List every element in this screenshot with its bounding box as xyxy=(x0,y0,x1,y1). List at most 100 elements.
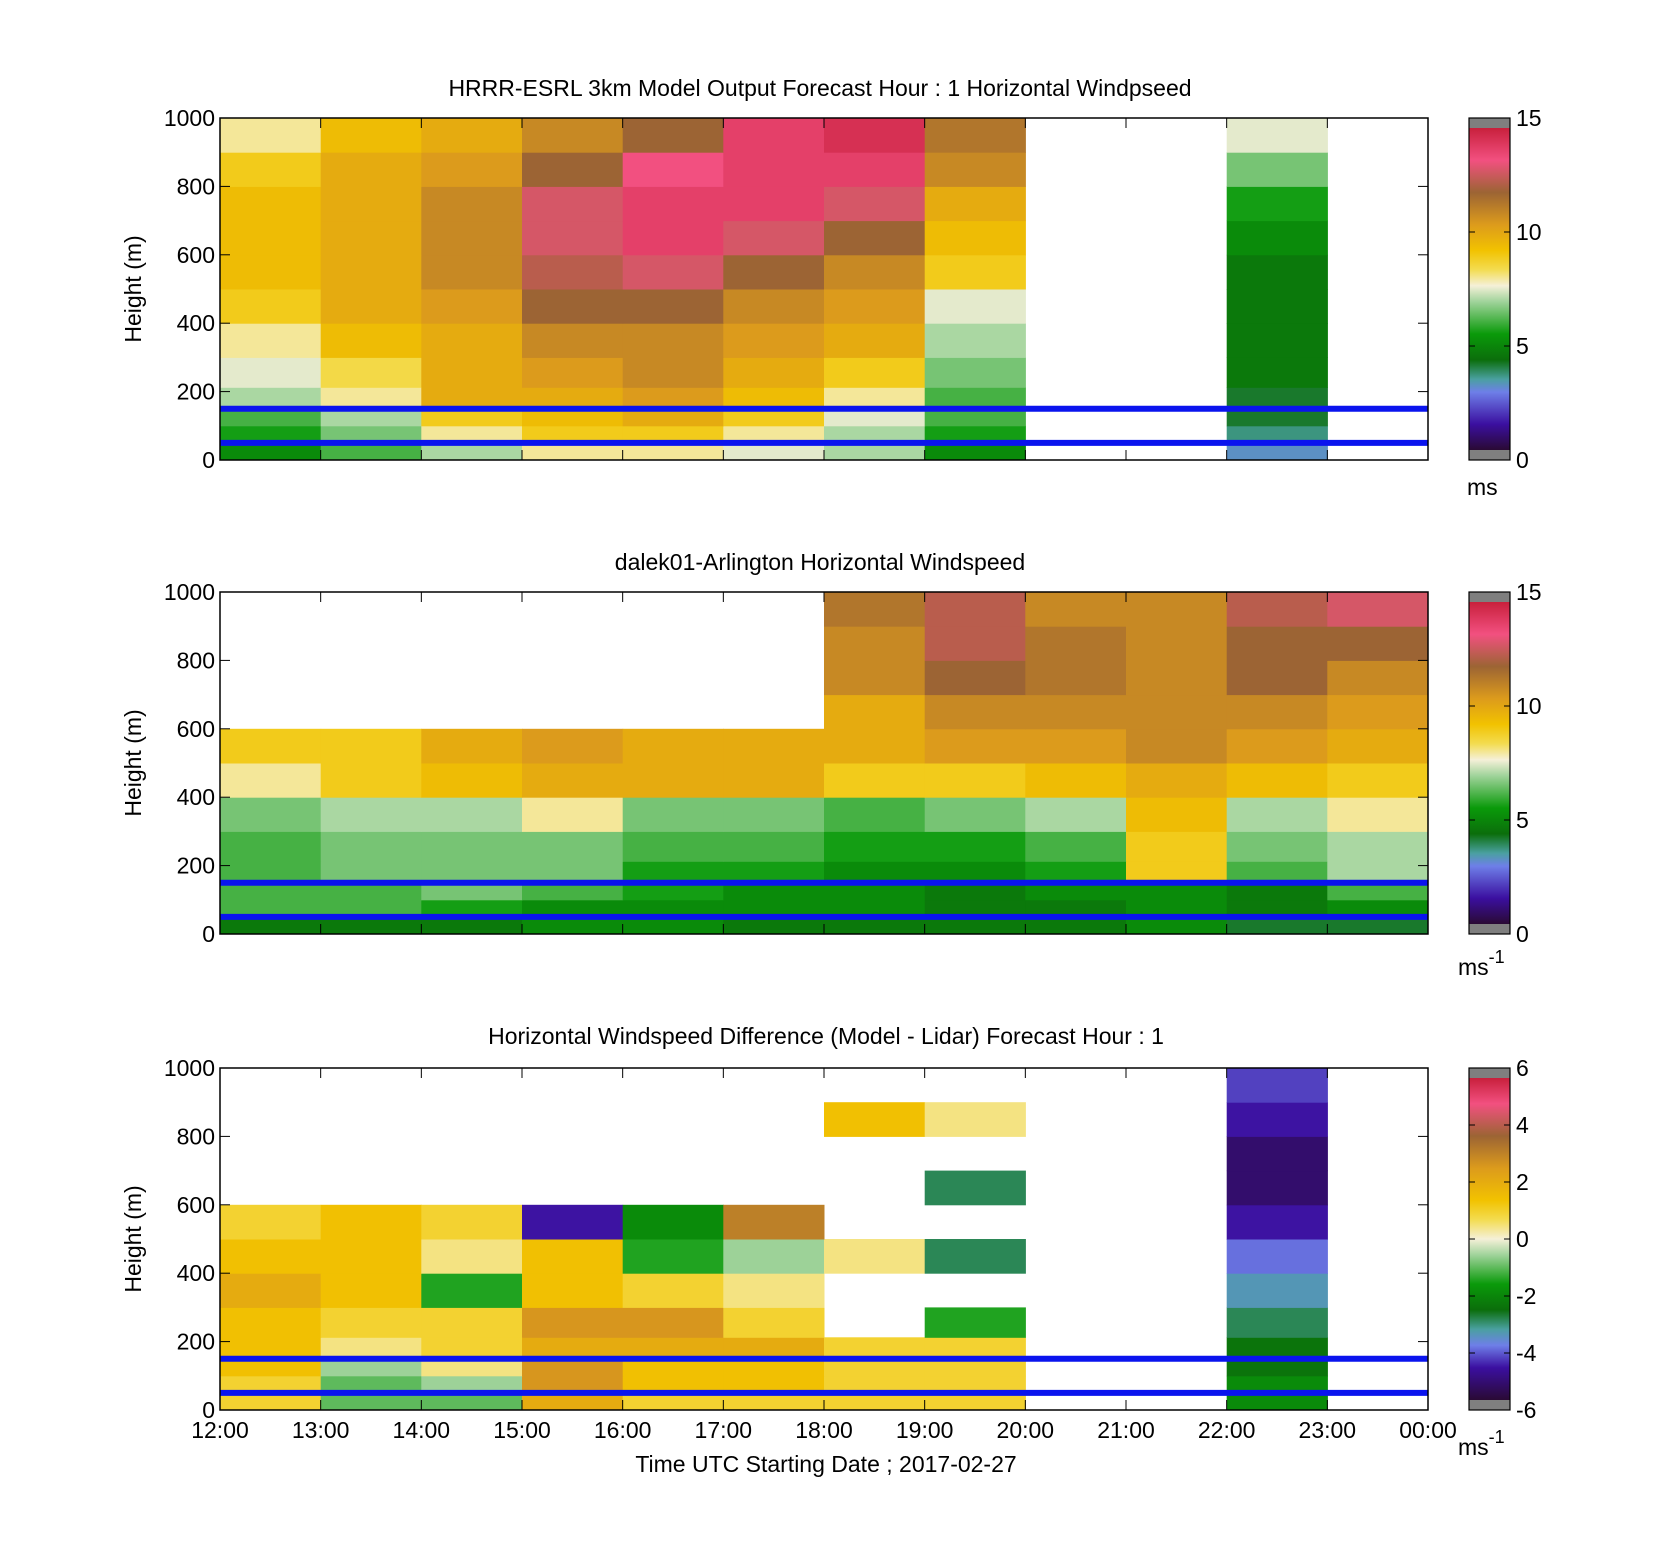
y-tick-label: 1000 xyxy=(164,105,215,131)
colorbar-end-cap xyxy=(1469,924,1510,934)
model-windspeed-panel: HRRR-ESRL 3km Model Output Forecast Hour… xyxy=(120,75,1542,500)
heatmap-cell xyxy=(220,899,322,918)
heatmap-cell xyxy=(824,1375,926,1394)
heatmap-cell xyxy=(723,861,825,884)
heatmap-cell xyxy=(421,220,523,256)
colorbar: 0 5 10 15 ms-1 xyxy=(1458,579,1542,980)
heatmap-cell xyxy=(824,408,926,427)
heatmap-cell xyxy=(320,442,422,461)
heatmap-cell xyxy=(320,152,422,187)
heatmap-cell xyxy=(320,763,422,798)
heatmap-cell xyxy=(824,323,926,358)
heatmap-cell xyxy=(622,1375,724,1394)
heatmap-cell xyxy=(220,425,322,444)
heatmap-cell xyxy=(924,660,1026,696)
heatmap-cell xyxy=(622,763,724,798)
colorbar-end-cap xyxy=(1469,1068,1510,1078)
panel-title: Horizontal Windspeed Difference (Model -… xyxy=(488,1023,1164,1049)
heatmap-cell xyxy=(924,1239,1026,1274)
heatmap-cell xyxy=(421,1375,523,1394)
heatmap-cell xyxy=(924,899,1026,918)
heatmap-cell xyxy=(1226,797,1328,832)
heatmap-cell xyxy=(220,763,322,798)
heatmap-cell xyxy=(723,442,825,461)
heatmap-cell xyxy=(220,1307,322,1338)
heatmap-cell xyxy=(622,728,724,764)
y-tick-label: 800 xyxy=(177,1123,215,1149)
y-tick-label: 200 xyxy=(177,853,215,879)
heatmap-cell xyxy=(220,1358,322,1377)
heatmap-cell xyxy=(421,1204,523,1240)
colorbar-tick-label: 5 xyxy=(1516,333,1529,359)
heatmap-cell xyxy=(421,425,523,444)
heatmap-cell xyxy=(723,118,825,153)
colorbar: -6 -4 -2 0 2 4 6 ms-1 xyxy=(1458,1055,1537,1460)
heatmap-cell xyxy=(522,1337,624,1360)
heatmap-cell xyxy=(924,861,1026,884)
heatmap-cell xyxy=(220,1204,322,1240)
heatmap-cell xyxy=(320,387,422,410)
heatmap-cell xyxy=(220,1239,322,1274)
heatmap-cell xyxy=(522,152,624,187)
heatmap-cell xyxy=(220,254,322,290)
heatmap-cell xyxy=(824,861,926,884)
heatmap-cell xyxy=(824,831,926,862)
heatmap-cell xyxy=(1226,254,1328,290)
heatmap-cell xyxy=(220,1337,322,1360)
heatmap-cell xyxy=(924,1337,1026,1360)
heatmap-cell xyxy=(1126,797,1228,832)
colorbar-frame xyxy=(1468,591,1511,935)
x-tick-label: 22:00 xyxy=(1198,1417,1256,1443)
heatmap-cell xyxy=(421,1273,523,1308)
heatmap-cell xyxy=(522,882,624,901)
heatmap-cell xyxy=(421,763,523,798)
heatmap-cell xyxy=(622,797,724,832)
y-tick-label: 1000 xyxy=(164,579,215,605)
y-axis-label: Height (m) xyxy=(120,1185,146,1292)
heatmap-cell xyxy=(1226,1170,1328,1206)
heatmap-cell xyxy=(1226,861,1328,884)
x-tick-label: 18:00 xyxy=(795,1417,853,1443)
x-ticks: 12:00 13:00 14:00 15:00 16:00 17:00 18:00 19:00… xyxy=(191,1068,1457,1443)
heatmap-cell xyxy=(622,1204,724,1240)
difference-panel: Horizontal Windspeed Difference (Model -… xyxy=(120,1023,1537,1477)
heatmap-cell xyxy=(622,1273,724,1308)
heatmap-cell xyxy=(1327,797,1429,832)
heatmap-cell xyxy=(1226,1068,1328,1103)
heatmap-cell xyxy=(622,1392,724,1411)
y-tick-label: 600 xyxy=(177,1192,215,1218)
x-tick-label: 13:00 xyxy=(292,1417,350,1443)
x-tick-label: 12:00 xyxy=(191,1417,249,1443)
heatmap-cell xyxy=(320,289,422,324)
heatmap-cell xyxy=(924,592,1026,627)
heatmap-cell xyxy=(522,408,624,427)
heatmap-cell xyxy=(1226,1375,1328,1394)
heatmap-cells xyxy=(220,118,1328,461)
heatmap-cell xyxy=(924,152,1026,187)
heatmap-cell xyxy=(220,408,322,427)
heatmap-cell xyxy=(824,1337,926,1360)
heatmap-cell xyxy=(622,357,724,388)
x-tick-label: 16:00 xyxy=(594,1417,652,1443)
heatmap-cell xyxy=(1126,899,1228,918)
heatmap-cell xyxy=(1126,592,1228,627)
heatmap-cell xyxy=(622,442,724,461)
y-ticks: 0 200 400 600 800 1000 xyxy=(164,1055,1428,1423)
heatmap-cell xyxy=(320,186,422,222)
heatmap-cell xyxy=(924,797,1026,832)
reference-lines xyxy=(220,405,1428,446)
heatmap-cell xyxy=(622,425,724,444)
heatmap-cell xyxy=(522,1375,624,1394)
heatmap-cell xyxy=(220,882,322,901)
y-tick-label: 800 xyxy=(177,647,215,673)
heatmap-cell xyxy=(1226,1102,1328,1137)
x-tick-label: 19:00 xyxy=(896,1417,954,1443)
reference-lines xyxy=(220,879,1428,920)
heatmap-cell xyxy=(924,1358,1026,1377)
heatmap-cell xyxy=(320,797,422,832)
heatmap-cell xyxy=(1025,882,1127,901)
heatmap-cell xyxy=(824,357,926,388)
heatmap-cell xyxy=(622,882,724,901)
heatmap-cell xyxy=(320,323,422,358)
heatmap-cell xyxy=(1226,1337,1328,1360)
